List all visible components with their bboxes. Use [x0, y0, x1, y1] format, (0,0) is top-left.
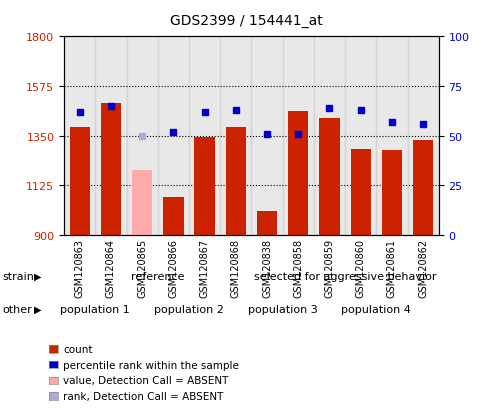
Text: value, Detection Call = ABSENT: value, Detection Call = ABSENT [63, 375, 228, 385]
Text: GDS2399 / 154441_at: GDS2399 / 154441_at [170, 14, 323, 28]
Bar [194, 138, 215, 235]
Bar [413, 141, 433, 235]
Text: count: count [63, 344, 93, 354]
Bar [288, 112, 309, 235]
Text: population 4: population 4 [341, 304, 411, 314]
Bar [319, 119, 340, 235]
Text: percentile rank within the sample: percentile rank within the sample [63, 360, 239, 370]
Bar [251, 37, 282, 235]
Text: other: other [2, 304, 32, 314]
Bar [220, 37, 251, 235]
Text: population 1: population 1 [61, 304, 130, 314]
Bar [101, 103, 121, 235]
Text: reference: reference [131, 271, 184, 281]
Bar [376, 37, 408, 235]
Bar [226, 128, 246, 235]
Bar [314, 37, 345, 235]
Bar [257, 211, 277, 235]
Bar [64, 37, 95, 235]
Bar [70, 128, 90, 235]
Bar [95, 37, 127, 235]
Text: ▶: ▶ [34, 304, 41, 314]
Text: strain: strain [2, 271, 35, 281]
Text: rank, Detection Call = ABSENT: rank, Detection Call = ABSENT [63, 391, 223, 401]
Text: population 3: population 3 [248, 304, 317, 314]
Text: population 2: population 2 [154, 304, 224, 314]
Bar [132, 171, 152, 235]
Bar [408, 37, 439, 235]
Bar [189, 37, 220, 235]
Bar [127, 37, 158, 235]
Bar [158, 37, 189, 235]
Bar [282, 37, 314, 235]
Text: ▶: ▶ [34, 271, 41, 281]
Bar [351, 150, 371, 235]
Bar [345, 37, 376, 235]
Bar [163, 198, 183, 235]
Text: selected for aggressive behavior: selected for aggressive behavior [254, 271, 436, 281]
Bar [382, 151, 402, 235]
